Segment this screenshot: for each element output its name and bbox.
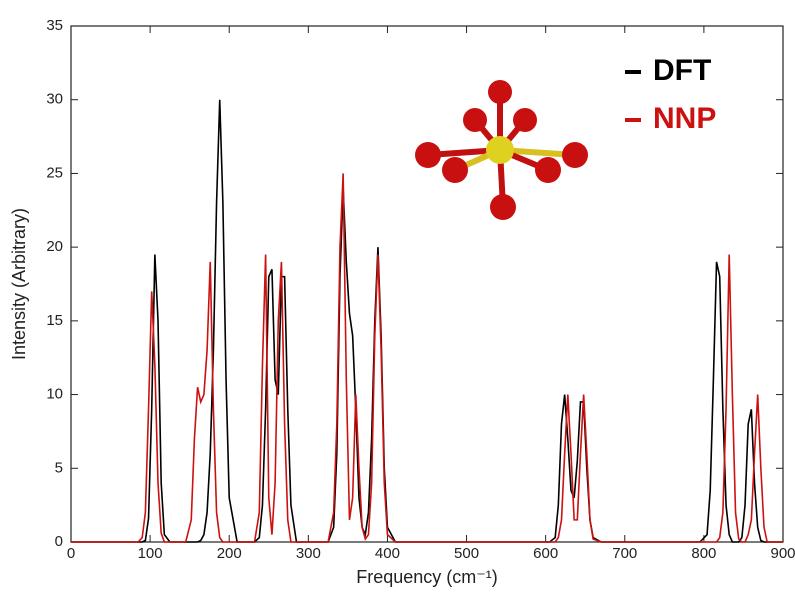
x-tick-label: 200: [217, 545, 242, 562]
x-tick-label: 400: [375, 545, 400, 562]
x-tick-label: 300: [296, 545, 321, 562]
x-tick-label: 0: [67, 545, 75, 562]
x-tick-label: 600: [533, 545, 558, 562]
y-tick-label: 20: [46, 238, 63, 255]
x-tick-label: 900: [770, 545, 795, 562]
y-tick-label: 25: [46, 164, 63, 181]
molecule-inset: [415, 80, 588, 220]
x-tick-label: 800: [691, 545, 716, 562]
y-tick-label: 35: [46, 17, 63, 34]
legend-label: NNP: [653, 102, 716, 135]
x-tick-label: 700: [612, 545, 637, 562]
series-line: [71, 173, 783, 543]
y-tick-label: 15: [46, 312, 63, 329]
y-tick-label: 30: [46, 91, 63, 108]
x-tick-label: 100: [138, 545, 163, 562]
y-axis-label: Intensity (Arbitrary): [9, 208, 29, 360]
series-line: [71, 99, 783, 543]
x-tick-label: 500: [454, 545, 479, 562]
y-tick-label: 0: [55, 533, 63, 550]
x-axis-label: Frequency (cm⁻¹): [356, 567, 498, 587]
y-tick-label: 5: [55, 459, 63, 476]
y-tick-label: 10: [46, 386, 63, 403]
legend-label: DFT: [653, 54, 711, 87]
